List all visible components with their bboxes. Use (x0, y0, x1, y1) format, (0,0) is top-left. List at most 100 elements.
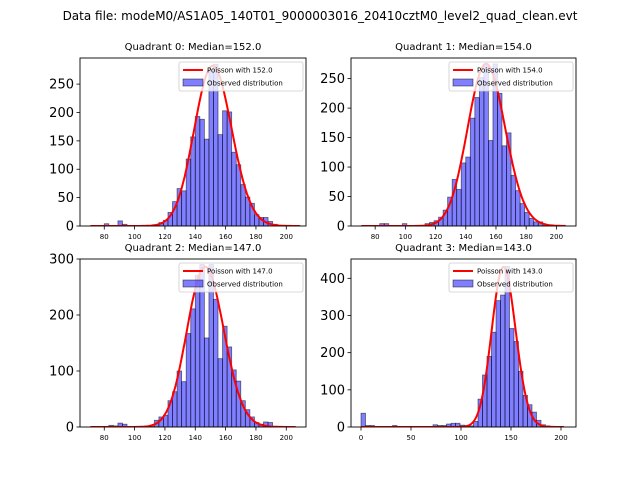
figure-suptitle: Data file: modeM0/AS1A05_140T01_90000030… (62, 9, 578, 23)
legend-box (448, 262, 574, 293)
histogram-bar (235, 164, 242, 226)
legend-patch-icon (182, 279, 204, 288)
subplot-quadrant-0: Quadrant 0: Median=152.0 0 50 100 150 200 250 8… (49, 42, 307, 241)
histogram-bar (231, 151, 237, 226)
legend-patch-icon (452, 279, 474, 288)
histogram-bar (103, 223, 110, 226)
x-tick-label: 100 (399, 233, 412, 241)
x-tick-label: 140 (459, 233, 472, 241)
x-tick-label: 100 (454, 434, 467, 442)
histogram-bar (181, 381, 187, 427)
histogram-bar (478, 77, 485, 226)
legend-label-poisson: Poisson with 143.0 (477, 268, 543, 276)
histogram-bar (203, 337, 210, 427)
y-tick-label: 150 (320, 131, 345, 146)
histogram-bar (519, 203, 526, 226)
histogram-bar (122, 423, 128, 427)
y-tick-label: 400 (320, 272, 345, 287)
x-tick-label: 140 (189, 233, 202, 241)
histogram-bar (465, 156, 471, 226)
legend-box (178, 61, 304, 92)
x-tick-label: 140 (189, 434, 202, 442)
legend: Poisson with 152.0 Observed distribution (178, 61, 304, 92)
y-tick-label: 300 (49, 253, 74, 268)
y-tick-label: 100 (49, 163, 74, 178)
histogram-bar (501, 145, 507, 226)
subplot-quadrant-3: Quadrant 3: Median=143.0 0 100 200 300 400 0 50… (320, 243, 577, 442)
y-tick-label: 0 (337, 220, 345, 235)
histogram-bar (456, 189, 462, 226)
x-tick-label: 200 (550, 233, 563, 241)
x-tick-label: 0 (359, 434, 363, 442)
histogram-bar (491, 331, 497, 427)
subplot-title: Quadrant 2: Median=147.0 (125, 243, 262, 254)
subplot-title: Quadrant 1: Median=154.0 (395, 42, 532, 53)
histogram-bar (528, 217, 535, 226)
histogram-bar (510, 174, 516, 226)
histogram-bar (185, 333, 192, 427)
histogram-bar (469, 117, 476, 226)
legend: Poisson with 147.0 Observed distribution (178, 262, 304, 293)
subplot-quadrant-1: Quadrant 1: Median=154.0 0 50 100 150 200 250 8… (320, 42, 577, 241)
x-tick-label: 180 (249, 233, 262, 241)
histogram-bar (524, 212, 530, 226)
histogram-bar (500, 294, 506, 427)
subplot-quadrant-2: Quadrant 2: Median=147.0 0 100 200 300 80 100 1… (49, 243, 307, 442)
x-tick-label: 150 (504, 434, 517, 442)
y-tick-label: 50 (57, 191, 74, 206)
histogram-bar (515, 190, 521, 226)
poisson-curve (361, 62, 566, 226)
histogram-bar (199, 118, 205, 226)
y-tick-label: 150 (49, 134, 74, 149)
histogram-bar (495, 300, 501, 427)
x-tick-label: 80 (100, 233, 109, 241)
histogram-bar (194, 274, 201, 427)
histogram-bar (217, 358, 223, 427)
legend-label-poisson: Poisson with 147.0 (207, 268, 273, 276)
poisson-curve (90, 64, 300, 226)
y-tick-label: 200 (49, 309, 74, 324)
histogram-bar (203, 138, 210, 226)
axes-frame (350, 57, 577, 227)
x-tick-label: 200 (280, 233, 293, 241)
histogram-bar (190, 136, 196, 226)
y-tick-label: 50 (328, 190, 345, 205)
y-tick-label: 250 (320, 72, 345, 87)
legend: Poisson with 154.0 Observed distribution (448, 61, 574, 92)
legend-box (178, 262, 304, 293)
x-tick-label: 50 (407, 434, 416, 442)
x-tick-label: 180 (519, 233, 532, 241)
histogram-bar (208, 69, 214, 226)
y-tick-label: 300 (320, 309, 345, 324)
x-tick-label: 180 (249, 434, 262, 442)
x-tick-label: 100 (128, 434, 141, 442)
y-tick-label: 100 (320, 161, 345, 176)
y-tick-label: 100 (49, 365, 74, 380)
axes-frame (79, 57, 307, 227)
y-tick-label: 200 (49, 106, 74, 121)
legend-box (448, 61, 574, 92)
legend-label-observed: Observed distribution (207, 80, 283, 88)
legend-patch-icon (452, 78, 474, 87)
x-tick-label: 120 (429, 233, 442, 241)
poisson-curve (90, 265, 296, 427)
y-tick-label: 250 (49, 78, 74, 93)
plot-area (361, 62, 566, 226)
y-tick-label: 200 (320, 102, 345, 117)
histogram-bar (222, 110, 228, 226)
histogram-bar (194, 116, 201, 226)
x-tick-label: 80 (371, 233, 380, 241)
histogram-bar (190, 308, 196, 427)
x-tick-label: 160 (219, 233, 232, 241)
legend-label-poisson: Poisson with 154.0 (477, 67, 543, 75)
x-tick-label: 120 (158, 434, 171, 442)
histogram-bar (240, 184, 246, 226)
legend-label-poisson: Poisson with 152.0 (207, 67, 273, 75)
histogram-bar (181, 190, 187, 226)
axes-frame (79, 258, 307, 428)
x-tick-label: 120 (158, 233, 171, 241)
legend-patch-icon (182, 78, 204, 87)
x-tick-label: 200 (280, 434, 293, 442)
histogram-bar (474, 97, 480, 226)
